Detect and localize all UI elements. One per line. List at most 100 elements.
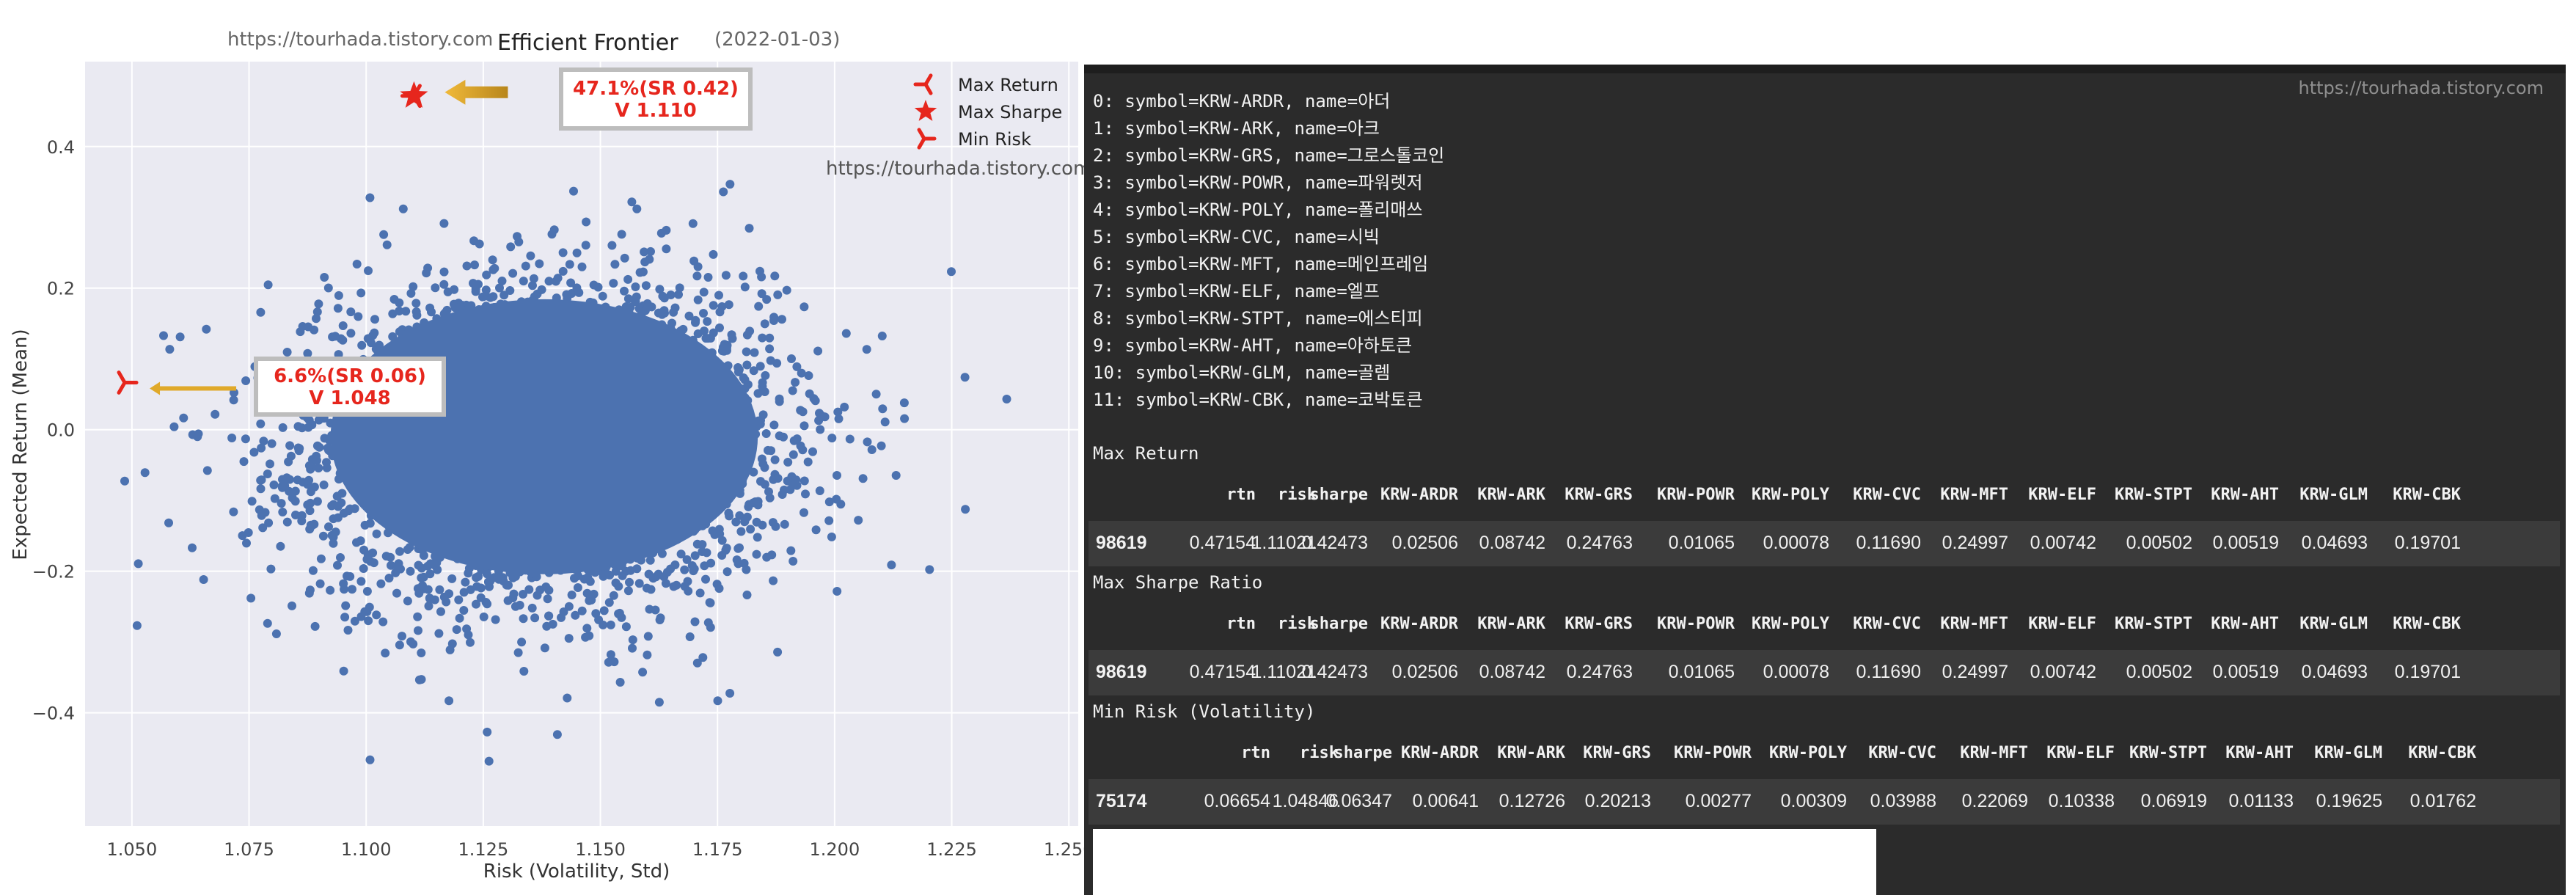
- data-point: [804, 371, 813, 380]
- y-axis-label: Expected Return (Mean): [10, 329, 32, 560]
- data-point: [621, 302, 631, 311]
- data-point: [661, 579, 670, 588]
- data-point: [293, 475, 302, 485]
- data-point: [297, 511, 307, 520]
- data-point: [719, 187, 728, 197]
- data-point: [699, 288, 709, 297]
- data-point: [761, 370, 770, 380]
- data-point: [791, 378, 800, 387]
- data-point: [674, 290, 683, 299]
- data-point: [379, 230, 389, 239]
- table-header-row: rtn risk sharpe KRW-ARDR KRW-ARK KRW-GRS KRW-P…: [1088, 599, 2560, 646]
- column-header: rtn: [1226, 615, 1256, 633]
- column-header: KRW-ELF: [2046, 744, 2115, 762]
- column-header: KRW-STPT: [2115, 486, 2192, 504]
- max-return-table: rtn risk sharpe KRW-ARDR KRW-ARK KRW-GRS KRW-P…: [1088, 470, 2560, 566]
- data-point: [515, 600, 524, 610]
- data-point: [762, 552, 772, 562]
- symbol-line: 5: symbol=KRW-CVC, name=시빅: [1093, 227, 1380, 247]
- data-point: [343, 626, 353, 635]
- data-point: [293, 422, 303, 431]
- data-point: [267, 439, 277, 448]
- x-tick-label: 1.250: [1044, 839, 1084, 860]
- max-sharpe-table: rtn risk sharpe KRW-ARDR KRW-ARK KRW-GRS KRW-P…: [1088, 599, 2560, 695]
- max-annotation-line2: V 1.110: [615, 100, 697, 122]
- max-arrow: [444, 79, 508, 105]
- data-point: [159, 331, 168, 340]
- data-point: [877, 332, 887, 340]
- data-point: [306, 498, 315, 508]
- table-cell: 0.04693: [2301, 533, 2368, 553]
- data-point: [306, 487, 315, 497]
- data-point: [799, 421, 809, 431]
- data-point: [519, 590, 527, 599]
- max-sharpe-marker: [400, 81, 428, 108]
- column-header: KRW-POLY: [1769, 744, 1847, 762]
- data-point: [646, 246, 655, 256]
- data-point: [366, 557, 376, 566]
- column-header: KRW-CBK: [2393, 486, 2461, 504]
- data-point: [773, 474, 783, 483]
- data-point: [700, 561, 709, 571]
- data-point: [628, 643, 637, 653]
- data-point: [589, 589, 599, 599]
- data-point: [769, 420, 779, 430]
- chart-date: (2022-01-03): [714, 29, 840, 51]
- column-header: KRW-GLM: [2299, 615, 2368, 633]
- data-point: [867, 445, 877, 454]
- tick-labels: 1.050 1.075 1.100 1.125 1.150 1.175 1.200 1.225…: [32, 137, 1084, 860]
- data-point: [388, 309, 398, 318]
- data-point: [334, 291, 343, 300]
- data-point: [329, 514, 338, 524]
- data-point: [714, 525, 724, 534]
- data-point: [733, 544, 743, 553]
- data-point: [703, 317, 712, 326]
- column-header: KRW-POWR: [1657, 486, 1735, 504]
- data-point: [372, 529, 381, 538]
- data-point: [900, 414, 910, 423]
- data-point: [508, 268, 518, 278]
- data-point: [238, 531, 247, 541]
- data-point: [782, 285, 791, 295]
- legend-label-max-return: Max Return: [958, 75, 1058, 95]
- data-point: [481, 598, 491, 607]
- column-header: KRW-ARDR: [1380, 486, 1458, 504]
- data-point: [362, 587, 372, 596]
- data-point: [558, 248, 568, 257]
- symbol-line: 2: symbol=KRW-GRS, name=그로스톨코인: [1093, 145, 1445, 166]
- x-tick-label: 1.150: [575, 839, 626, 860]
- data-point: [690, 617, 700, 626]
- table-cell: 0.24763: [1566, 533, 1633, 553]
- data-point: [760, 319, 769, 329]
- data-point: [339, 666, 348, 676]
- data-point: [241, 434, 250, 444]
- table-cell: 0.06654: [1204, 791, 1270, 811]
- data-point: [202, 466, 212, 475]
- data-point: [610, 260, 620, 269]
- data-point: [854, 516, 863, 525]
- row-index: 75174: [1096, 791, 1147, 811]
- data-point: [617, 230, 626, 239]
- data-point: [259, 436, 268, 446]
- data-point: [303, 348, 312, 358]
- data-point: [242, 538, 251, 548]
- data-point: [282, 473, 291, 483]
- data-point: [739, 271, 748, 281]
- data-point: [256, 419, 266, 428]
- data-point: [614, 582, 623, 591]
- data-point: [406, 566, 415, 576]
- data-point: [569, 186, 578, 196]
- data-point: [541, 582, 551, 591]
- data-point: [505, 286, 515, 295]
- min-risk-table: rtn risk sharpe KRW-ARDR KRW-ARK KRW-GRS KRW-P…: [1088, 728, 2560, 825]
- table-cell: 0.00502: [2126, 662, 2192, 682]
- table-cell: 0.01762: [2409, 791, 2476, 811]
- data-point: [326, 585, 335, 595]
- data-point: [604, 598, 614, 607]
- data-point: [761, 429, 771, 438]
- data-point: [742, 591, 752, 599]
- data-point: [770, 271, 780, 281]
- data-point: [372, 610, 381, 620]
- data-point: [258, 523, 268, 533]
- data-point: [363, 550, 373, 560]
